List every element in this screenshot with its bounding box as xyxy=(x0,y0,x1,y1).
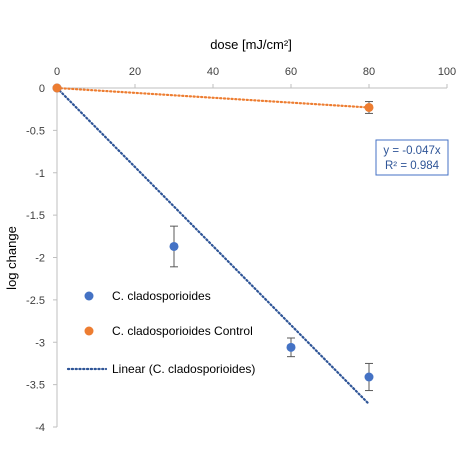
legend-marker xyxy=(84,326,94,336)
y-tick-label: -3.5 xyxy=(26,380,45,392)
x-tick-label: 20 xyxy=(129,66,141,78)
error-bars xyxy=(170,101,373,392)
data-point xyxy=(286,342,296,352)
y-tick-label: -2 xyxy=(35,253,45,265)
legend-marker xyxy=(84,291,94,301)
equation-box-border xyxy=(375,139,449,176)
r-squared-text: R² = 0.984 xyxy=(385,160,440,172)
trendline xyxy=(55,86,371,406)
x-tick-label: 60 xyxy=(285,66,297,78)
y-tick-label: -1.5 xyxy=(26,210,45,222)
trendline xyxy=(55,86,371,109)
data-point xyxy=(364,372,374,382)
legend-label: Linear (C. cladosporioides) xyxy=(112,362,255,376)
data-point xyxy=(52,83,62,93)
y-tick-label: -3 xyxy=(35,337,45,349)
trendline-equation-box: y = -0.047x R² = 0.984 xyxy=(375,139,449,176)
data-point xyxy=(364,102,374,112)
y-tick-label: -4 xyxy=(35,422,45,434)
x-tick-label: 0 xyxy=(54,66,60,78)
equation-text: y = -0.047x xyxy=(383,145,440,157)
trendlines xyxy=(55,86,371,406)
axes: 0 20 40 60 80 100 0 -0.5 -1 -1.5 -2 -2.5 -3 -3.5 -4 xyxy=(26,66,456,434)
y-tick-label: -2.5 xyxy=(26,295,45,307)
x-tick-label: 40 xyxy=(207,66,219,78)
y-tick-label: 0 xyxy=(39,83,45,95)
x-tick-label: 100 xyxy=(438,66,456,78)
legend-label: C. cladosporioides xyxy=(112,289,211,303)
data-points xyxy=(52,83,374,382)
legend: C. cladosporioides C. cladosporioides Con… xyxy=(66,289,255,376)
data-point xyxy=(169,241,179,251)
y-axis-title: log change xyxy=(4,226,19,290)
y-tick-label: -1 xyxy=(35,168,45,180)
y-tick-label: -0.5 xyxy=(26,125,45,137)
x-axis-title: dose [mJ/cm²] xyxy=(210,37,292,52)
legend-label: C. cladosporioides Control xyxy=(112,324,253,338)
x-tick-label: 80 xyxy=(363,66,375,78)
